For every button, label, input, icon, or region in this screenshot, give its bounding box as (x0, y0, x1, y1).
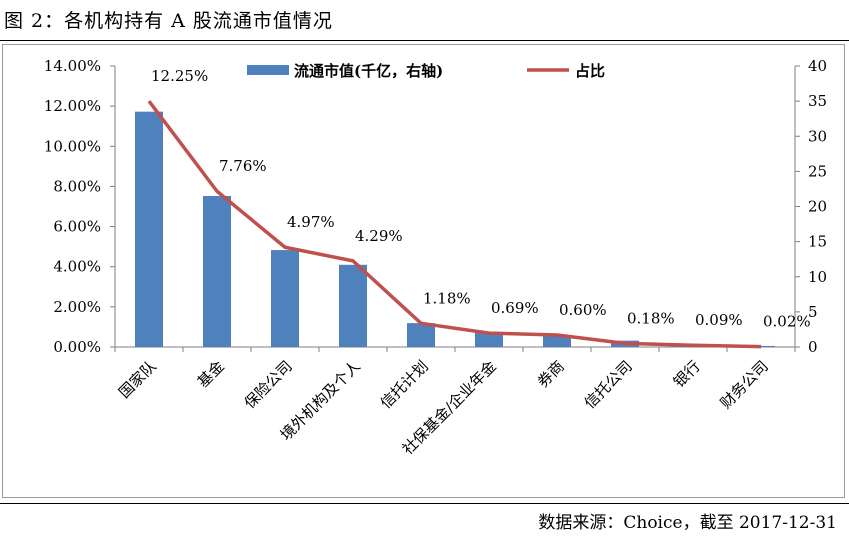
data-label: 0.02% (763, 313, 811, 331)
figure-title: 图 2：各机构持有 A 股流通市值情况 (4, 10, 333, 32)
x-tick-label: 银行 (670, 357, 704, 391)
y-right-tick-label: 40 (808, 57, 827, 75)
bar (407, 323, 435, 347)
bar (475, 332, 503, 347)
data-label: 4.29% (355, 227, 403, 245)
y-right-tick-label: 15 (808, 233, 827, 251)
bar (339, 264, 367, 347)
y-right-tick-label: 10 (808, 268, 827, 286)
y-right-tick-label: 5 (808, 303, 818, 321)
y-left-tick-label: 6.00% (53, 218, 101, 236)
source-note: 数据来源：Choice，截至 2017-12-31 (538, 513, 837, 533)
data-label: 0.60% (559, 301, 607, 319)
bar (135, 111, 163, 347)
legend-bar-swatch (247, 65, 289, 75)
data-label: 0.18% (627, 309, 675, 327)
y-left-tick-label: 14.00% (44, 57, 101, 75)
legend-bar-label: 流通市值(千亿，右轴) (294, 62, 443, 80)
y-left-tick-label: 8.00% (53, 177, 101, 195)
x-tick-label: 财务公司 (717, 357, 772, 412)
data-label: 7.76% (219, 157, 267, 175)
bar (203, 195, 231, 347)
x-tick-label: 券商 (534, 357, 568, 391)
x-tick-label: 信托公司 (581, 357, 636, 412)
x-tick-label: 国家队 (115, 357, 160, 402)
y-right-tick-label: 35 (808, 92, 827, 110)
data-label: 0.09% (695, 311, 743, 329)
x-tick-label: 信托计划 (377, 357, 432, 412)
y-right-tick-label: 30 (808, 127, 827, 145)
data-label: 12.25% (151, 67, 208, 85)
x-tick-label: 保险公司 (241, 357, 296, 412)
y-left-tick-label: 10.00% (44, 137, 101, 155)
y-left-tick-label: 4.00% (53, 258, 101, 276)
top-rule (0, 40, 849, 41)
y-right-tick-label: 25 (808, 162, 827, 180)
y-right-tick-label: 0 (808, 338, 818, 356)
x-tick-label: 基金 (194, 357, 228, 391)
bottom-rule (0, 503, 849, 504)
data-label: 4.97% (287, 213, 335, 231)
data-label: 1.18% (423, 289, 471, 307)
y-right-tick-label: 20 (808, 198, 827, 216)
legend-line-label: 占比 (575, 62, 605, 80)
bar (543, 335, 571, 347)
bar (271, 250, 299, 347)
chart-frame (2, 44, 845, 498)
data-label: 0.69% (491, 299, 539, 317)
series-line (147, 100, 762, 349)
y-left-tick-label: 12.00% (44, 97, 101, 115)
y-left-tick-label: 2.00% (53, 298, 101, 316)
y-left-tick-label: 0.00% (53, 338, 101, 356)
